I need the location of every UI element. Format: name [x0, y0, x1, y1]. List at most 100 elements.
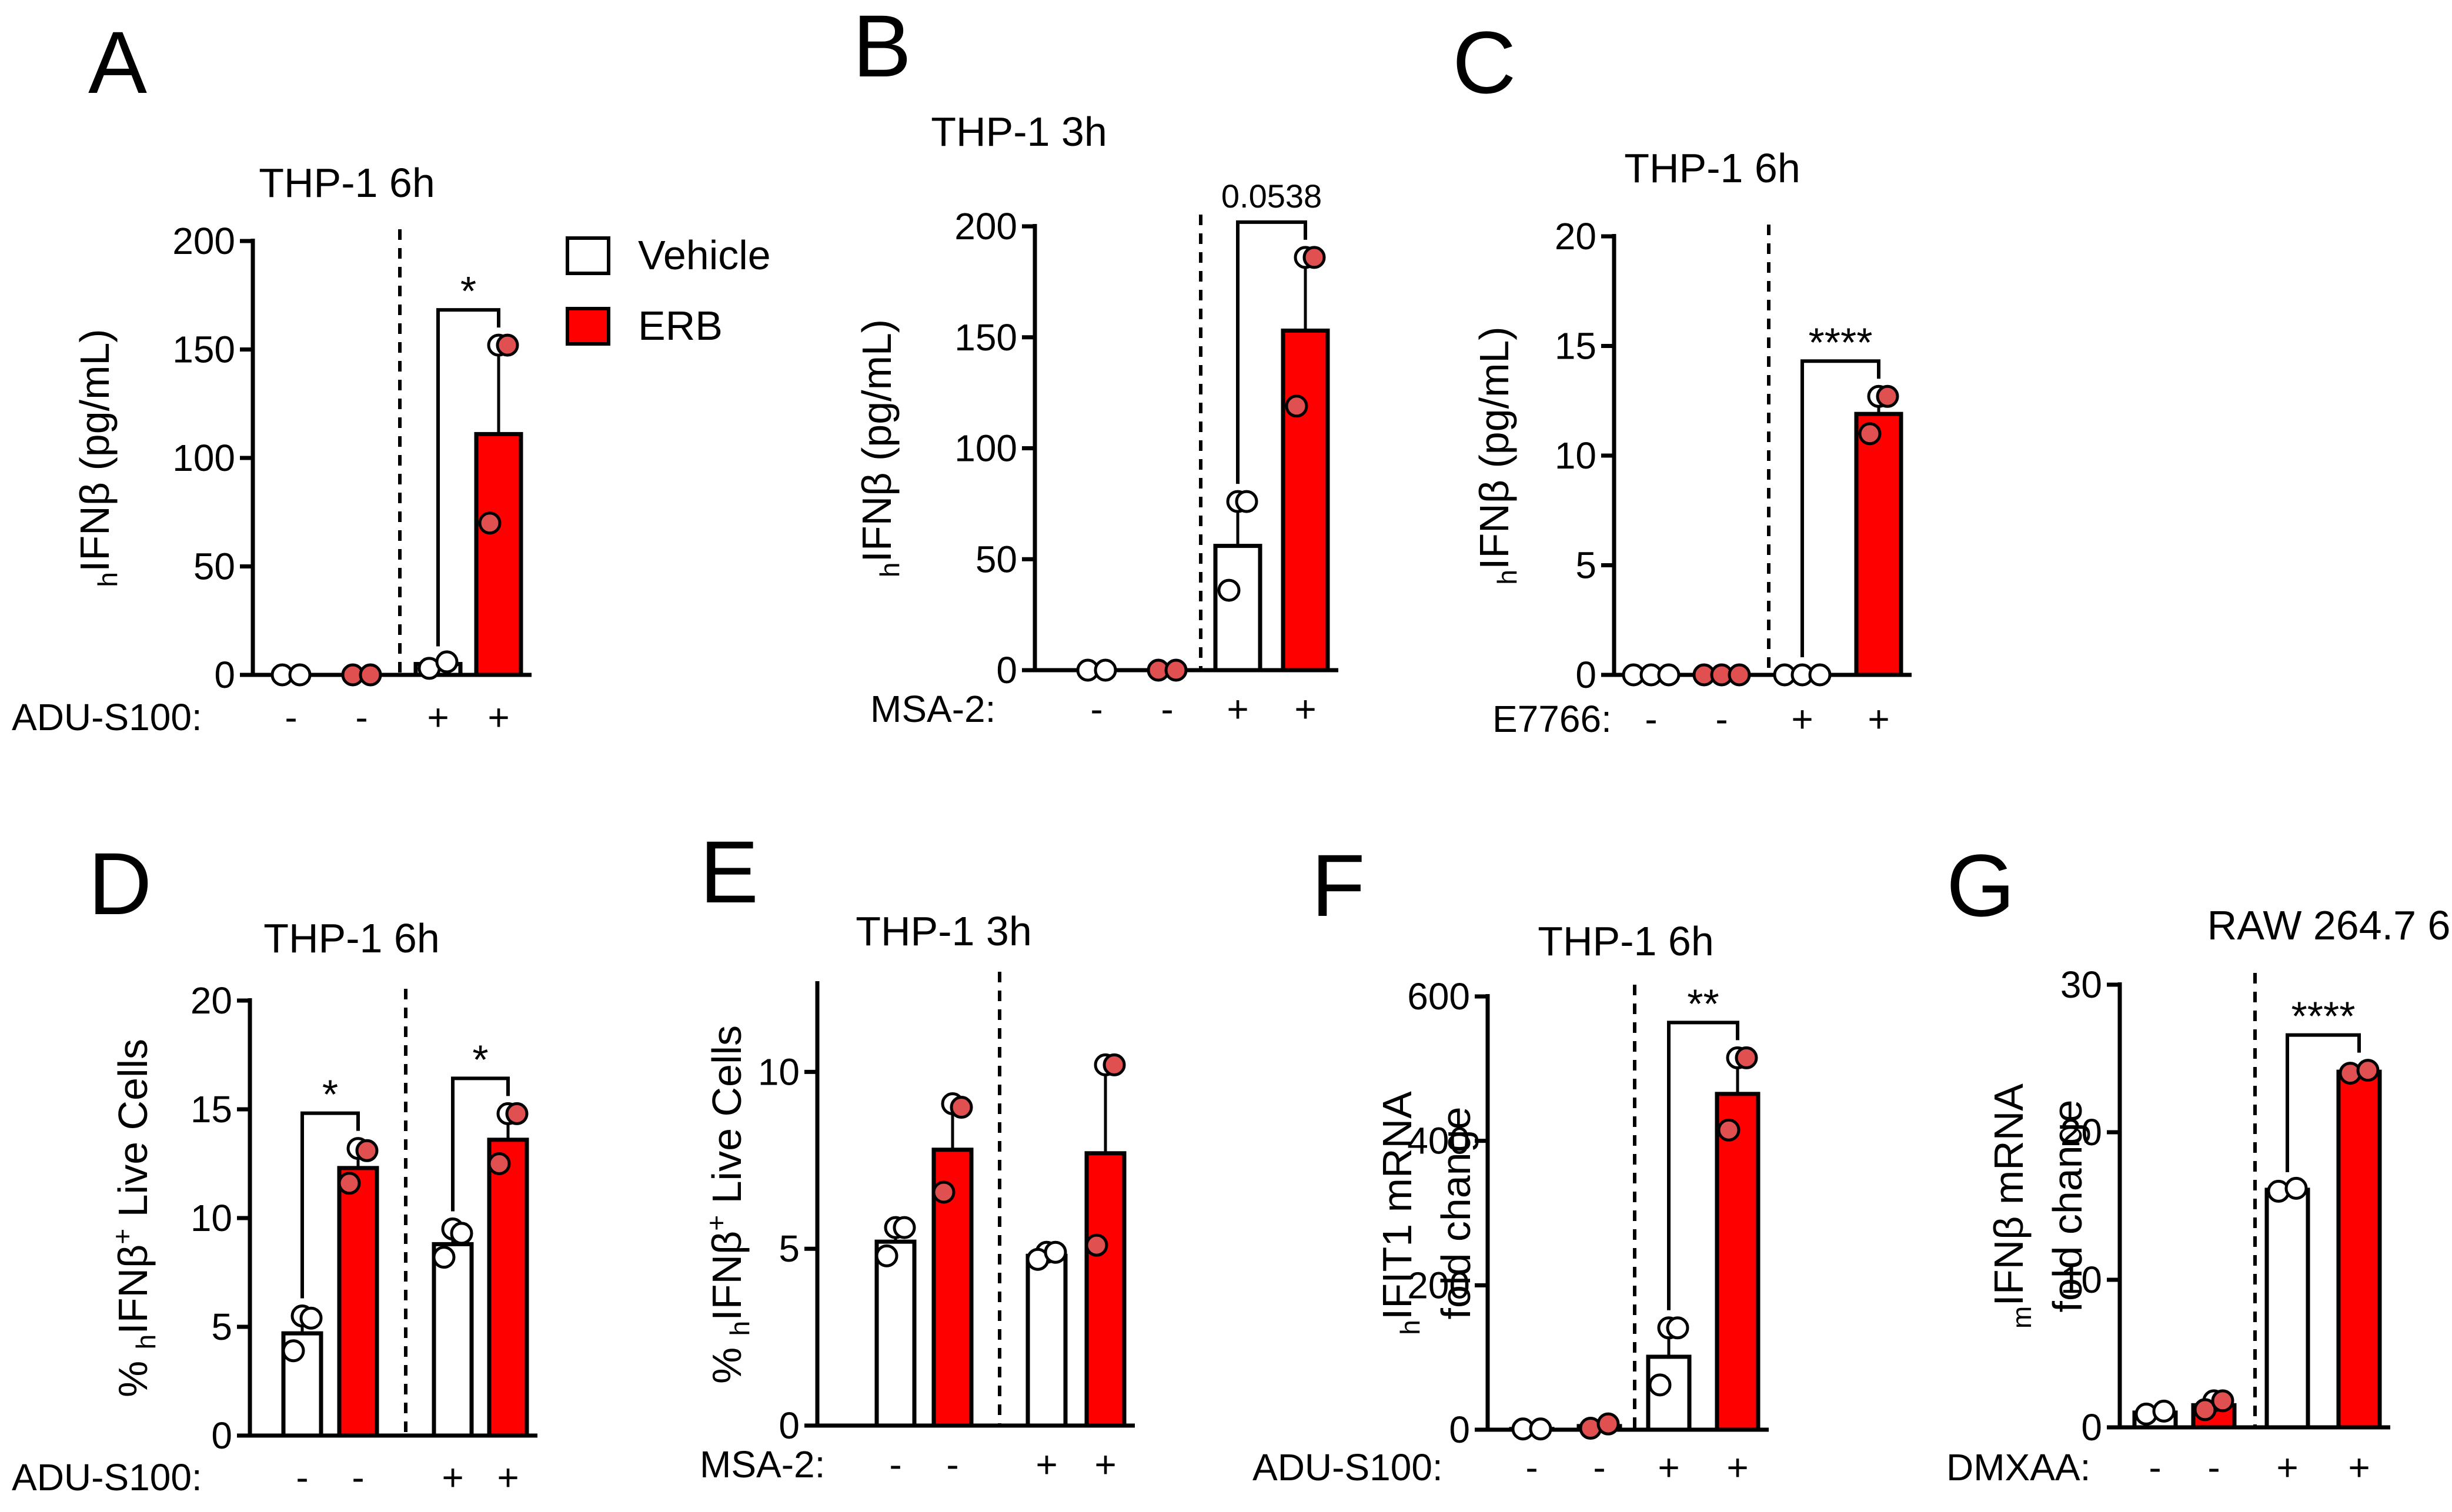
- vehicle-data-point: [1808, 663, 1832, 687]
- y-tick-label: 0: [211, 1414, 232, 1457]
- y-label-main: IFNβ: [110, 1245, 156, 1334]
- vehicle-bar: [2264, 1187, 2310, 1430]
- y-label-rest: (pg/mL): [1471, 326, 1517, 480]
- y-tick-label: 0: [779, 1404, 800, 1447]
- y-tick-label: 150: [172, 329, 235, 371]
- y-tick-label: 10: [1555, 434, 1596, 477]
- vehicle-data-point: [1657, 663, 1681, 687]
- vehicle-data-point: [1666, 1316, 1689, 1340]
- y-tick-label: 600: [1407, 975, 1470, 1018]
- significance-bracket: [1236, 220, 1307, 484]
- panel-letter: C: [1452, 13, 1516, 112]
- chart-title: THP-1 3h: [856, 908, 1032, 954]
- legend-label: ERB: [638, 303, 723, 349]
- y-tick-label: 5: [779, 1227, 800, 1270]
- y-label-main: IFNβ: [704, 1231, 750, 1321]
- y-axis-label: hIFIT1 mRNA: [1374, 1091, 1425, 1335]
- panel-letter: G: [1946, 836, 2015, 935]
- y-tick-label: 0: [1575, 654, 1596, 696]
- erb-bar: [1715, 1092, 1761, 1432]
- significance-bracket: [436, 308, 500, 647]
- y-tick-label: 10: [2060, 1259, 2102, 1301]
- legend-label: Vehicle: [638, 232, 771, 278]
- y-label-subscript: h: [92, 572, 123, 587]
- chart-title: THP-1 6h: [263, 915, 440, 961]
- erb-data-point: [932, 1180, 956, 1204]
- condition-sign: -: [1090, 688, 1103, 730]
- y-axis-label-line2: fold change: [2045, 1100, 2090, 1313]
- condition-sign: +: [1227, 688, 1248, 730]
- y-label-subscript: h: [1492, 570, 1522, 585]
- erb-data-point: [338, 1172, 361, 1195]
- erb-data-point: [950, 1096, 973, 1119]
- erb-data-point: [1085, 1233, 1108, 1257]
- significance-bracket: [1800, 359, 1880, 657]
- y-axis-label-line2: fold change: [1433, 1107, 1479, 1320]
- erb-bar: [337, 1166, 379, 1438]
- vehicle-data-point: [1094, 658, 1117, 682]
- chart-title: THP-1 6h: [1538, 918, 1714, 964]
- condition-sign: +: [1094, 1443, 1116, 1486]
- vehicle-data-point: [1529, 1417, 1552, 1441]
- condition-sign: -: [1645, 698, 1657, 740]
- condition-sign: +: [427, 696, 449, 738]
- vehicle-data-point: [875, 1244, 898, 1267]
- y-axis-label: mIFNβ mRNA: [1986, 1083, 2037, 1329]
- y-tick-label: 20: [2060, 1111, 2102, 1153]
- panel-a: A THP-1 6h 0 50 100 150 200 hIFNβ (pg/mL) * ADU-S…: [12, 13, 532, 738]
- y-label-superscript: +: [701, 1215, 731, 1231]
- erb-data-point: [1728, 663, 1751, 687]
- condition-sign: -: [296, 1456, 308, 1498]
- y-label-rest: (pg/mL): [72, 329, 118, 482]
- erb-data-point: [355, 1139, 379, 1162]
- y-tick-label: 200: [954, 205, 1017, 247]
- vehicle-bar: [874, 1239, 917, 1428]
- y-tick-label: 10: [758, 1051, 800, 1093]
- erb-bar: [474, 431, 523, 677]
- erb-data-point: [2356, 1059, 2380, 1082]
- legend: Vehicle ERB: [566, 232, 771, 349]
- y-label-main: IFNβ: [1986, 1216, 2032, 1306]
- y-axis-label: hIFNβ (pg/mL): [854, 319, 905, 577]
- y-label-subscript: h: [131, 1334, 161, 1350]
- condition-sign: -: [285, 696, 297, 738]
- condition-sign: -: [2207, 1446, 2220, 1488]
- significance-label: **: [1687, 981, 1719, 1026]
- panel-letter: E: [700, 822, 759, 921]
- erb-data-point: [505, 1102, 529, 1125]
- y-label-prefix: %: [704, 1336, 750, 1384]
- y-tick-label: 0: [214, 654, 235, 696]
- condition-label: ADU-S100:: [12, 1456, 202, 1498]
- legend-swatch-erb: [566, 307, 610, 346]
- vehicle-bar: [1213, 544, 1262, 673]
- significance-label: ****: [2291, 993, 2356, 1039]
- condition-sign: -: [1525, 1446, 1538, 1488]
- condition-sign: +: [1658, 1446, 1679, 1488]
- y-label-subscript: h: [874, 563, 905, 578]
- vehicle-data-point: [1217, 578, 1241, 602]
- y-label-main: IFNβ: [1471, 480, 1517, 570]
- y-label-main: IFNβ: [854, 473, 900, 563]
- y-label-rest: mRNA: [1374, 1091, 1420, 1224]
- vehicle-data-point: [1044, 1240, 1067, 1264]
- panel-c: C THP-1 6h 0 5 10 15 20 hIFNβ (pg/mL) **** E7766:…: [1452, 13, 1912, 740]
- y-label-rest: Live Cells: [704, 1025, 750, 1215]
- condition-label: DMXAA:: [1946, 1446, 2090, 1488]
- y-tick-label: 20: [191, 979, 232, 1022]
- vehicle-data-point: [893, 1216, 916, 1239]
- erb-data-point: [478, 511, 502, 535]
- y-tick-label: 20: [1555, 215, 1596, 257]
- y-tick-label: 150: [954, 316, 1017, 359]
- significance-label: *: [460, 268, 476, 314]
- y-tick-label: 5: [1575, 544, 1596, 587]
- y-tick-label: 0: [996, 649, 1017, 691]
- y-tick-label: 50: [193, 546, 235, 588]
- condition-label: MSA-2:: [700, 1443, 825, 1486]
- condition-sign: +: [1726, 1446, 1748, 1488]
- significance-bracket: [2286, 1033, 2361, 1172]
- erb-data-point: [1285, 394, 1308, 418]
- condition-sign: -: [355, 696, 368, 738]
- significance-bracket: [300, 1111, 360, 1299]
